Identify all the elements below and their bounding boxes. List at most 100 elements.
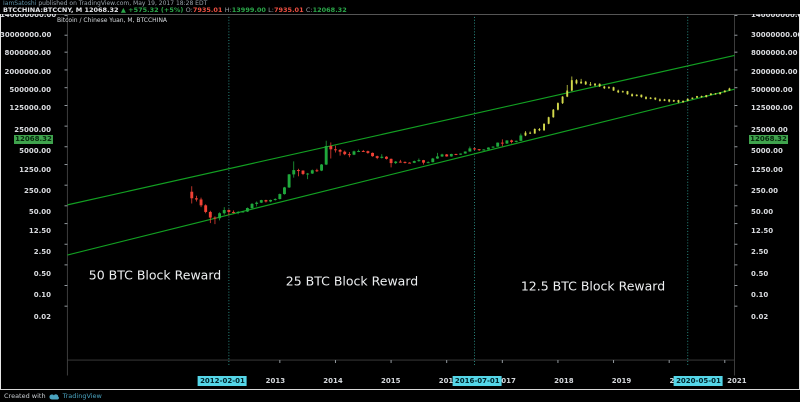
candle-body bbox=[617, 90, 620, 93]
candle-body bbox=[371, 152, 374, 157]
candle-body bbox=[556, 103, 559, 110]
candle-body bbox=[389, 158, 393, 164]
candle-body bbox=[449, 153, 453, 157]
candle-body bbox=[463, 151, 467, 154]
candle-body bbox=[612, 87, 615, 91]
candle-body bbox=[529, 132, 532, 134]
candle-body bbox=[422, 160, 425, 163]
price-label: 0.50 bbox=[33, 269, 51, 278]
price-label: 0.50 bbox=[751, 269, 769, 278]
candle-body bbox=[709, 93, 712, 96]
candle-body bbox=[259, 200, 263, 203]
candle-body bbox=[700, 96, 703, 98]
candle-body bbox=[417, 160, 421, 162]
symbol-name[interactable]: BTCCHINA:BTCCNY, M bbox=[3, 6, 83, 14]
candle-body bbox=[621, 91, 624, 93]
candle-body bbox=[408, 162, 412, 164]
candle-body bbox=[705, 95, 708, 98]
price-label: 50.00 bbox=[28, 208, 51, 217]
candle-body bbox=[649, 97, 652, 99]
annotation-50-btc-block-reward: 50 BTC Block Reward bbox=[88, 267, 222, 283]
candle-body bbox=[654, 97, 657, 100]
candle-body bbox=[218, 213, 222, 219]
candle-body bbox=[696, 96, 698, 98]
chart-top-border bbox=[0, 14, 800, 15]
published-text: published on TradingView.com, May 19, 20… bbox=[38, 0, 208, 7]
high-label: H: bbox=[224, 6, 232, 14]
candle-body bbox=[631, 94, 634, 97]
candle-body bbox=[264, 200, 268, 202]
low-value: 7935.01 bbox=[273, 6, 304, 14]
candle-body bbox=[194, 198, 198, 200]
candle-body bbox=[269, 199, 273, 202]
tradingview-link[interactable]: TradingView bbox=[62, 392, 102, 400]
candle-body bbox=[329, 146, 333, 150]
price-label: 2000000.00 bbox=[751, 67, 798, 76]
price-label: 0.02 bbox=[33, 312, 51, 321]
candle-body bbox=[283, 187, 286, 195]
price-label: 2.50 bbox=[33, 248, 51, 257]
price-label: 2000000.00 bbox=[4, 67, 52, 76]
candle-body bbox=[287, 174, 291, 188]
candle-body bbox=[352, 151, 356, 155]
candle-body bbox=[473, 148, 476, 150]
price-label: 1250.00 bbox=[19, 165, 51, 174]
candle-body bbox=[538, 128, 541, 131]
price-label: 1250.00 bbox=[751, 165, 783, 174]
price-label: 250.00 bbox=[23, 187, 51, 196]
open-label: O: bbox=[185, 6, 193, 14]
candle-body bbox=[440, 154, 444, 157]
candle-body bbox=[640, 94, 643, 98]
price-label: 2.50 bbox=[751, 248, 769, 257]
candle-body bbox=[607, 87, 610, 89]
price-label: 125000.00 bbox=[9, 104, 51, 113]
chart-area[interactable]: Bitcoin / Chinese Yuan, M, BTCCHINA 1400… bbox=[0, 14, 800, 389]
author-link[interactable]: IamSatoshi bbox=[3, 0, 37, 7]
candle-body bbox=[510, 140, 514, 142]
candle-body bbox=[723, 90, 726, 93]
candle-body bbox=[241, 211, 245, 213]
candle-body bbox=[273, 199, 277, 200]
candle-body bbox=[213, 217, 217, 219]
candle-body bbox=[594, 83, 596, 86]
candle-body bbox=[459, 153, 463, 155]
price-change: +575.32 (+5%) bbox=[128, 6, 184, 14]
candle-body bbox=[491, 146, 495, 148]
price-label: 12.50 bbox=[751, 226, 774, 235]
candle-body bbox=[547, 117, 550, 124]
price-label: 500000.00 bbox=[751, 85, 793, 94]
year-label: 2017 bbox=[496, 377, 516, 385]
candle-body bbox=[380, 156, 384, 158]
candle-body bbox=[278, 194, 282, 200]
candle-body bbox=[445, 154, 449, 157]
price-label: 8000000.00 bbox=[4, 49, 52, 58]
candlestick-plot[interactable] bbox=[0, 14, 800, 389]
created-with-text: Created with bbox=[4, 392, 46, 400]
candle-body bbox=[626, 91, 629, 95]
candle-body bbox=[635, 94, 638, 97]
candle-body bbox=[204, 205, 208, 212]
candle-body bbox=[232, 211, 235, 213]
price-label: 0.10 bbox=[33, 291, 51, 300]
annotation-12-5-btc-block-reward: 12.5 BTC Block Reward bbox=[520, 278, 666, 294]
candle-body bbox=[686, 98, 689, 101]
candle-body bbox=[589, 84, 592, 86]
candle-body bbox=[570, 80, 573, 91]
close-value: 12068.32 bbox=[312, 6, 347, 14]
price-label: 8000000.00 bbox=[751, 49, 798, 58]
candle-body bbox=[454, 153, 458, 155]
candle-body bbox=[682, 100, 685, 103]
candle-body bbox=[580, 81, 583, 84]
price-label: 50.00 bbox=[751, 208, 774, 217]
candle-body bbox=[500, 142, 504, 144]
candle-body bbox=[296, 170, 300, 172]
candle-body bbox=[691, 97, 694, 99]
candle-body bbox=[677, 100, 680, 103]
candle-body bbox=[603, 86, 606, 89]
candle-body bbox=[227, 210, 231, 212]
candle-body bbox=[486, 147, 490, 150]
candle-body bbox=[366, 151, 370, 153]
candle-body bbox=[324, 146, 328, 165]
candle-body bbox=[426, 162, 430, 164]
